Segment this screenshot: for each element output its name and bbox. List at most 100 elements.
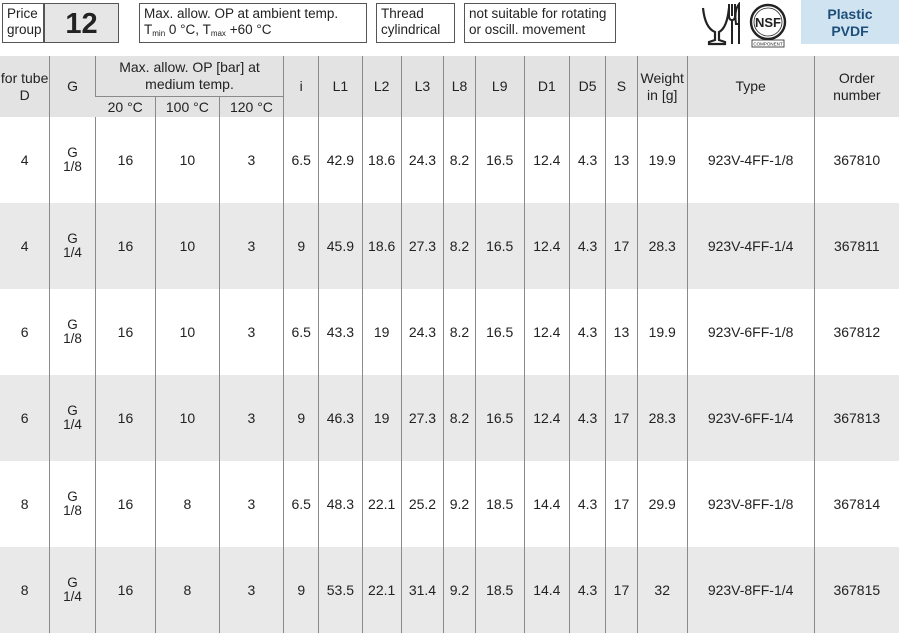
ambient-temp-line1: Max. allow. OP at ambient temp. bbox=[144, 6, 339, 21]
col-header-l3: L3 bbox=[400, 56, 444, 117]
table-row: 8 G 1/8 16 8 3 6.5 48.3 22.1 25.2 9.2 18.5 14.4 4.3 17… bbox=[0, 461, 899, 547]
cell-l9: 18.5 bbox=[474, 461, 525, 547]
cell-op100: 8 bbox=[155, 547, 220, 633]
nsf-logo-text: NSF bbox=[755, 15, 781, 30]
col-header-d5: D5 bbox=[569, 56, 606, 117]
cell-op20: 16 bbox=[94, 203, 156, 289]
cell-l1: 43.3 bbox=[318, 289, 363, 375]
cell-weight: 28.3 bbox=[636, 375, 688, 461]
cell-d1: 12.4 bbox=[523, 375, 570, 461]
cell-l2: 22.1 bbox=[361, 547, 402, 633]
fittings-table: for tube D G Max. allow. OP [bar] at med… bbox=[0, 56, 899, 633]
nsf-certified-icon: NSF COMPONENT bbox=[747, 2, 789, 48]
cell-l1: 53.5 bbox=[318, 547, 363, 633]
cell-s: 17 bbox=[605, 375, 638, 461]
cell-op20: 16 bbox=[94, 117, 156, 203]
cell-l8: 8.2 bbox=[443, 375, 476, 461]
cell-d5: 4.3 bbox=[569, 203, 606, 289]
cell-l8: 8.2 bbox=[443, 203, 476, 289]
cell-op120: 3 bbox=[218, 375, 284, 461]
cell-order: 367811 bbox=[813, 203, 899, 289]
cell-l3: 24.3 bbox=[400, 117, 444, 203]
cell-s: 13 bbox=[605, 289, 638, 375]
tmin-value: 0 °C, bbox=[165, 22, 203, 37]
cell-type: 923V-6FF-1/4 bbox=[686, 375, 815, 461]
cell-g: G 1/8 bbox=[49, 461, 96, 547]
col-header-l2: L2 bbox=[361, 56, 402, 117]
cell-weight: 19.9 bbox=[636, 289, 688, 375]
cell-g-letter: G bbox=[67, 145, 78, 160]
cell-type: 923V-6FF-1/8 bbox=[686, 289, 815, 375]
cell-g: G 1/4 bbox=[49, 203, 96, 289]
cell-g-letter: G bbox=[67, 403, 78, 418]
rotation-line2: or oscill. movement bbox=[469, 22, 586, 37]
cell-op100: 10 bbox=[155, 117, 220, 203]
col-header-100c: 100 °C bbox=[155, 96, 220, 117]
cell-l1: 46.3 bbox=[318, 375, 363, 461]
cell-g: G 1/4 bbox=[49, 547, 96, 633]
cell-d5: 4.3 bbox=[569, 547, 606, 633]
cell-l8: 9.2 bbox=[443, 547, 476, 633]
col-header-weight: Weight in [g] bbox=[636, 56, 688, 117]
cell-order: 367815 bbox=[813, 547, 899, 633]
cell-type: 923V-8FF-1/4 bbox=[686, 547, 815, 633]
tmax-symbol: T bbox=[202, 22, 211, 37]
nsf-component-text: COMPONENT bbox=[753, 42, 783, 47]
cell-g: G 1/8 bbox=[49, 289, 96, 375]
thread-line2: cylindrical bbox=[381, 22, 441, 37]
cell-op100: 10 bbox=[155, 375, 220, 461]
cell-l2: 18.6 bbox=[361, 117, 402, 203]
cell-d1: 14.4 bbox=[523, 547, 570, 633]
material-badge: Plastic PVDF bbox=[801, 0, 899, 44]
cell-d5: 4.3 bbox=[569, 289, 606, 375]
cell-tube: 8 bbox=[20, 496, 29, 512]
cell-order: 367814 bbox=[813, 461, 899, 547]
cell-tube: 4 bbox=[20, 238, 29, 254]
cell-d5: 4.3 bbox=[569, 117, 606, 203]
material-line2: PVDF bbox=[831, 23, 869, 39]
cell-i: 6.5 bbox=[283, 461, 319, 547]
cell-l9: 18.5 bbox=[474, 547, 525, 633]
cell-g-letter: G bbox=[67, 231, 78, 246]
cell-s: 17 bbox=[605, 547, 638, 633]
cell-l3: 24.3 bbox=[400, 289, 444, 375]
cell-g: G 1/4 bbox=[49, 375, 96, 461]
cell-d1: 12.4 bbox=[523, 117, 570, 203]
cell-s: 13 bbox=[605, 117, 638, 203]
cell-op100: 10 bbox=[155, 203, 220, 289]
cell-tube: 6 bbox=[20, 324, 29, 340]
food-safe-icon bbox=[701, 1, 741, 46]
cell-g-size: 1/4 bbox=[63, 417, 82, 432]
cell-l3: 31.4 bbox=[400, 547, 444, 633]
cell-g-letter: G bbox=[67, 575, 78, 590]
cell-g-size: 1/8 bbox=[63, 503, 82, 518]
cell-i: 9 bbox=[283, 203, 319, 289]
cell-l9: 16.5 bbox=[474, 375, 525, 461]
cell-op120: 3 bbox=[218, 461, 284, 547]
price-group-number: 12 bbox=[44, 3, 119, 43]
cell-l8: 9.2 bbox=[443, 461, 476, 547]
cell-s: 17 bbox=[605, 461, 638, 547]
cell-order: 367813 bbox=[813, 375, 899, 461]
cell-i: 6.5 bbox=[283, 117, 319, 203]
col-header-tube: for tube D bbox=[0, 56, 50, 117]
table-row: 8 G 1/4 16 8 3 9 53.5 22.1 31.4 9.2 18.5 14.4 4.3 17 32… bbox=[0, 547, 899, 633]
cell-g-letter: G bbox=[67, 317, 78, 332]
cell-d1: 12.4 bbox=[523, 289, 570, 375]
cell-d5: 4.3 bbox=[569, 375, 606, 461]
cell-op20: 16 bbox=[94, 461, 156, 547]
cell-type: 923V-4FF-1/4 bbox=[686, 203, 815, 289]
cell-weight: 28.3 bbox=[636, 203, 688, 289]
cell-l2: 19 bbox=[361, 375, 402, 461]
material-line1: Plastic bbox=[827, 6, 873, 22]
cell-i: 9 bbox=[283, 375, 319, 461]
cell-type: 923V-4FF-1/8 bbox=[686, 117, 815, 203]
cell-tube: 4 bbox=[20, 152, 29, 168]
col-header-g: G bbox=[49, 56, 96, 117]
cell-l9: 16.5 bbox=[474, 203, 525, 289]
table-body: 4 G 1/8 16 10 3 6.5 42.9 18.6 24.3 8.2 16.5 12.4 4.3 1… bbox=[0, 117, 899, 633]
cell-op120: 3 bbox=[218, 117, 284, 203]
cell-i: 9 bbox=[283, 547, 319, 633]
cell-l3: 27.3 bbox=[400, 203, 444, 289]
price-group-label-line1: Price bbox=[7, 6, 38, 21]
